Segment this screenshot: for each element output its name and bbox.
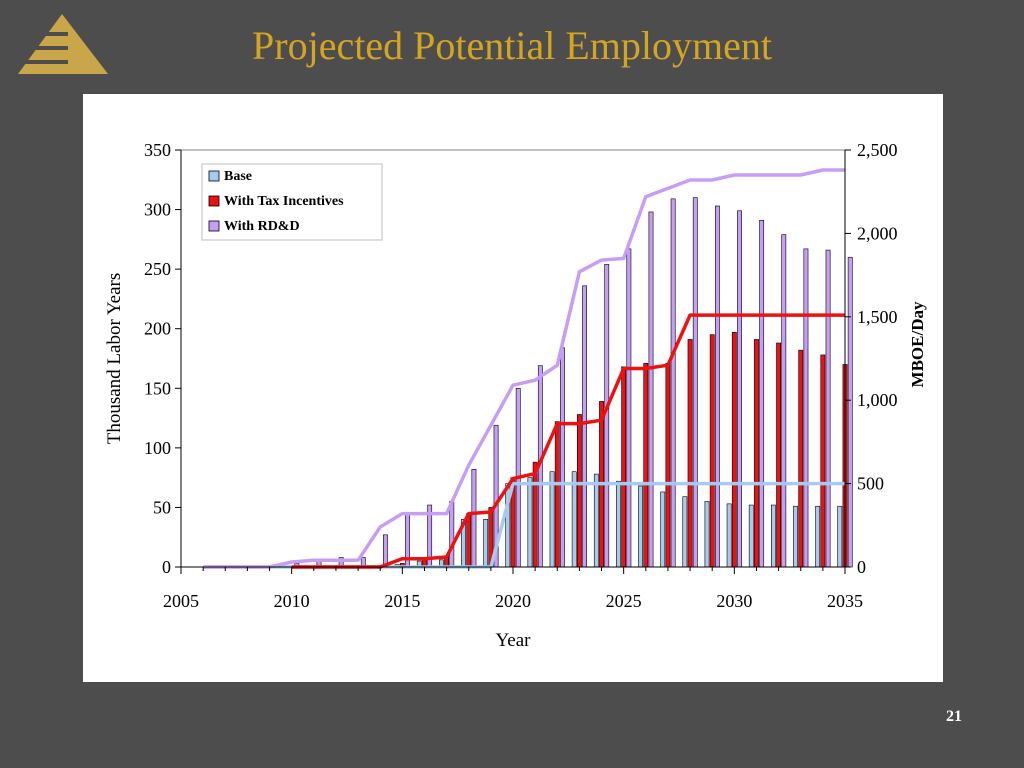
y-tick-label-200: 200	[144, 319, 171, 339]
bar-with-tax-incentives-2030	[731, 331, 737, 568]
line-with-tax-incentives	[291, 313, 845, 569]
bar-base-2031	[748, 504, 754, 568]
bar-with-tax-incentives-2023	[576, 414, 582, 568]
y-tick-label-350: 350	[144, 140, 171, 160]
bar-base-2029	[704, 501, 710, 568]
bar-with-rd-d-2018	[471, 469, 477, 568]
slide-title: Projected Potential Employment	[252, 23, 772, 68]
legend-label-with-tax-incentives: With Tax Incentives	[224, 194, 344, 209]
x-tick-label-2010: 2010	[274, 591, 310, 611]
bar-with-rd-d-2023	[582, 285, 587, 568]
legend-label-with-rd-d: With RD&D	[224, 219, 300, 234]
x-tick-label-2030: 2030	[716, 591, 752, 611]
y-tick-label-0: 0	[162, 557, 171, 577]
x-tick-label-2020: 2020	[495, 591, 531, 611]
bar-base-2027	[660, 491, 666, 568]
y2-tick-label-0: 0	[857, 557, 866, 577]
bar-with-rd-d-2026	[648, 211, 654, 568]
bar-base-2025	[616, 480, 621, 568]
page-number: 21	[946, 708, 962, 725]
bar-with-rd-d-2033	[803, 248, 809, 568]
x-tick-label-2005: 2005	[163, 591, 199, 611]
x-axis-title: Year	[495, 630, 531, 651]
x-tick-label-2025: 2025	[606, 591, 642, 611]
bar-with-rd-d-2034	[825, 249, 831, 568]
bar-base-2032	[770, 504, 776, 568]
company-logo-icon	[18, 14, 108, 74]
bar-with-rd-d-2028	[692, 197, 698, 568]
bar-with-tax-incentives-2028	[687, 339, 693, 568]
bar-base-2030	[726, 503, 732, 568]
bar-with-rd-d-2022	[560, 347, 565, 568]
y-tick-label-300: 300	[144, 200, 171, 220]
bar-with-tax-incentives-2031	[754, 339, 759, 568]
bar-with-tax-incentives-2032	[776, 342, 781, 568]
bar-base-2021	[527, 477, 533, 568]
y-tick-label-100: 100	[144, 438, 171, 458]
chart-panel: 0 50 100 150 200 250 300 350 0 500 1,000 1,500 2,000…	[83, 94, 943, 682]
legend-label-base: Base	[224, 169, 252, 184]
bar-base-2026	[638, 485, 643, 568]
y2-tick-label-500: 500	[857, 474, 884, 494]
bar-with-tax-incentives-2021	[532, 461, 538, 568]
bar-base-2035	[837, 505, 843, 568]
bar-with-tax-incentives-2033	[798, 349, 804, 568]
bar-base-2034	[815, 505, 821, 568]
bar-with-tax-incentives-2034	[820, 354, 826, 568]
legend-swatch-base	[208, 170, 220, 182]
y-tick-label-250: 250	[144, 259, 171, 279]
bar-base-2028	[682, 496, 688, 568]
legend-swatch-with-rd-d	[208, 220, 220, 232]
bar-base-2023	[571, 471, 577, 568]
x-tick-label-2015: 2015	[384, 591, 420, 611]
bar-with-tax-incentives-2025	[621, 366, 627, 568]
bar-with-rd-d-2025	[626, 248, 632, 568]
y-tick-label-50: 50	[153, 497, 171, 517]
bar-with-rd-d-2031	[759, 219, 765, 568]
y2-tick-label-2,500: 2,500	[857, 140, 898, 160]
bar-with-rd-d-2029	[714, 205, 720, 568]
bar-with-rd-d-2035	[847, 256, 853, 568]
y2-axis-title: MBOE/Day	[908, 301, 927, 387]
bar-base-2022	[549, 471, 555, 568]
bar-base-2033	[793, 505, 798, 568]
bar-with-tax-incentives-2029	[709, 334, 715, 568]
bar-with-tax-incentives-2026	[643, 362, 649, 568]
y-axis-title: Thousand Labor Years	[104, 273, 125, 445]
bar-with-rd-d-2030	[737, 210, 742, 568]
y2-tick-label-1,000: 1,000	[857, 390, 898, 410]
y2-tick-label-1,500: 1,500	[857, 307, 898, 327]
bar-with-rd-d-2032	[781, 234, 787, 568]
legend-swatch-with-tax-incentives	[208, 195, 220, 207]
employment-chart: 0 50 100 150 200 250 300 350 0 500 1,000 1,500 2,000…	[104, 140, 927, 651]
bar-base-2024	[593, 473, 599, 568]
bar-with-tax-incentives-2022	[554, 421, 560, 568]
bar-with-rd-d-2017	[449, 501, 455, 568]
x-tick-label-2035: 2035	[827, 591, 863, 611]
bar-with-tax-incentives-2018	[466, 513, 472, 568]
line-base	[203, 481, 845, 569]
line-with-rd-d	[203, 168, 845, 569]
bar-base-2019	[483, 519, 489, 568]
legend-box	[201, 163, 383, 241]
bar-with-tax-incentives-2027	[665, 362, 671, 568]
y2-tick-label-2,000: 2,000	[857, 223, 898, 243]
bar-with-rd-d-2014	[382, 534, 388, 568]
bar-with-rd-d-2027	[670, 198, 676, 568]
y-tick-label-150: 150	[144, 378, 171, 398]
